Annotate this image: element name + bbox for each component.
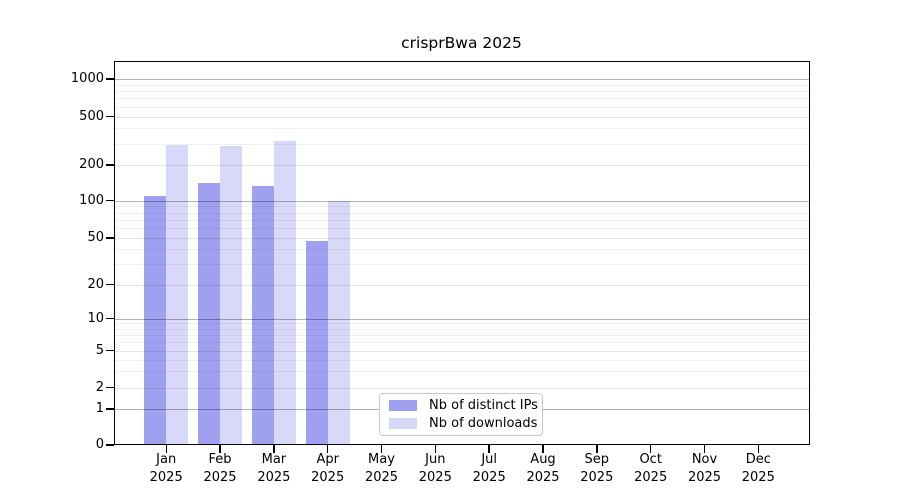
y-tick-label: 2 [95,379,104,395]
x-tick-label: Feb 2025 [176,451,264,486]
x-tick-mark [219,445,221,453]
bar-downloads [327,200,350,445]
x-tick-label-month: Apr [316,452,339,467]
y-tick-mark [106,115,114,118]
x-tick-mark [757,445,760,453]
x-tick-label-year: 2025 [257,469,291,485]
y-tick-label: 200 [79,157,104,172]
x-tick-label-month: Sep [584,452,610,467]
y-tick-mark [106,386,114,389]
x-tick-mark [703,445,706,453]
y-tick-mark [106,349,114,352]
x-tick-label-year: 2025 [741,469,775,485]
x-tick-mark [488,445,490,453]
y-tick-mark [106,283,114,286]
x-tick-label: Jan 2025 [122,451,210,486]
x-tick-label-month: Jun [425,452,446,467]
x-tick-mark [273,445,275,453]
x-tick-label: Aug 2025 [499,451,587,486]
x-tick-label: Apr 2025 [284,451,372,486]
x-tick-label: Jul 2025 [445,451,533,486]
y-tick-label: 1 [95,401,104,416]
x-tick-label-month: Jan [156,452,177,467]
bar-distinct-ips [305,241,328,445]
grid-line [113,106,810,108]
y-tick-label: 500 [79,108,104,124]
bar-distinct-ips [144,195,167,445]
x-tick-label-year: 2025 [149,469,183,485]
x-tick-mark [649,445,652,453]
x-tick-label: Jun 2025 [391,451,479,486]
x-tick-label-year: 2025 [580,469,614,485]
grid-line [113,79,810,80]
y-tick-label: 50 [87,230,104,245]
bar-downloads [273,141,296,445]
grid-line [113,165,810,166]
y-tick-label: 20 [87,276,104,292]
x-tick-label-year: 2025 [634,469,668,485]
x-tick-label: Oct 2025 [607,451,695,486]
x-tick-label-year: 2025 [311,469,345,485]
bar-distinct-ips [198,183,220,445]
x-tick-label: Mar 2025 [230,451,318,486]
x-tick-mark [165,445,167,453]
y-tick-label: 0 [95,437,104,452]
x-tick-label: May 2025 [338,451,426,486]
x-tick-mark [380,445,383,453]
x-tick-mark [542,445,544,453]
grid-line [113,91,810,93]
grid-line [113,143,810,145]
y-tick-label: 100 [79,192,104,208]
grid-line [113,116,810,118]
bar-downloads [166,145,189,445]
x-tick-label-year: 2025 [418,469,452,485]
x-tick-label-year: 2025 [203,469,237,485]
grid-line [113,128,810,130]
y-tick-mark [106,199,114,202]
x-tick-label-month: Dec [745,452,771,467]
x-tick-label-month: Feb [208,452,232,467]
x-tick-label-month: Oct [639,452,662,467]
legend-label: Nb of downloads [429,415,538,431]
y-tick-mark [106,164,114,166]
x-tick-label-year: 2025 [687,469,722,485]
y-tick-mark [106,408,114,410]
legend-item: Nb of downloads [389,416,542,431]
bar-distinct-ips [251,185,274,445]
x-tick-label-month: Jul [481,452,498,467]
legend-item: Nb of distinct IPs [389,398,542,413]
x-tick-label-month: Nov [691,452,718,467]
legend-label: Nb of distinct IPs [429,397,538,413]
y-tick-label: 10 [87,310,104,326]
y-tick-label: 1000 [70,71,104,86]
legend-swatch [389,399,417,411]
x-tick-label-year: 2025 [526,469,560,485]
x-tick-mark [434,445,437,453]
grid-line [113,98,810,100]
y-tick-mark [106,444,114,446]
x-tick-label: Sep 2025 [553,451,641,486]
y-tick-mark [106,78,114,80]
plot-area: Nb of distinct IPs Nb of downloads [106,60,810,453]
x-tick-mark [326,445,329,453]
y-tick-label: 5 [95,342,104,358]
x-tick-label-month: May [368,452,395,467]
legend-swatch [389,417,417,429]
y-tick-mark [106,237,114,239]
x-tick-label: Dec 2025 [714,451,802,486]
grid-line [113,84,810,86]
chart-title: crisprBwa 2025 [401,34,522,52]
x-tick-label-year: 2025 [472,469,506,485]
bar-downloads [220,146,242,445]
legend: Nb of distinct IPs Nb of downloads [379,392,543,436]
x-tick-label-month: Mar [261,452,287,467]
x-tick-label: Nov 2025 [661,451,749,486]
x-tick-label-month: Aug [530,452,556,467]
x-tick-label-year: 2025 [364,469,399,485]
x-tick-mark [596,445,598,453]
y-tick-mark [106,317,114,320]
